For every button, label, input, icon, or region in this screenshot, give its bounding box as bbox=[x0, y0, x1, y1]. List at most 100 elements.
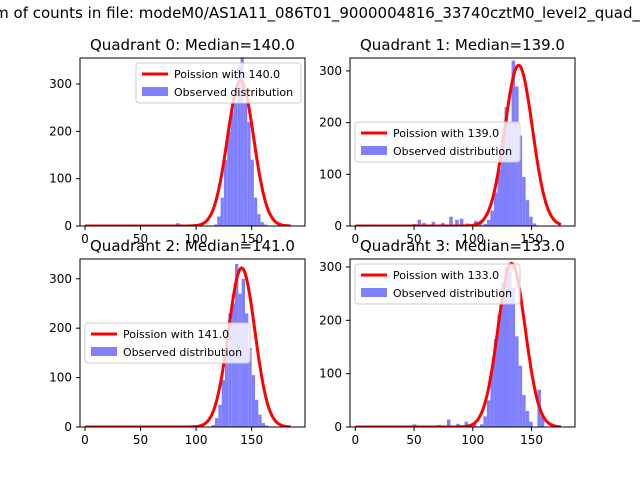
histogram-bar bbox=[522, 395, 526, 427]
legend-label-observed: Observed distribution bbox=[174, 86, 293, 99]
histogram-bar bbox=[431, 221, 436, 226]
histogram-bar bbox=[525, 411, 530, 427]
y-tick-label: 100 bbox=[49, 371, 72, 385]
histogram-bar bbox=[497, 169, 501, 226]
histogram-bar bbox=[265, 425, 269, 427]
histogram-bar bbox=[449, 216, 453, 226]
subplot-title: Quadrant 2: Median=141.0 bbox=[90, 237, 295, 255]
axes-frame bbox=[349, 57, 576, 227]
histogram-bar bbox=[215, 418, 219, 427]
subplot-title: Quadrant 0: Median=140.0 bbox=[90, 36, 295, 54]
subplot-title: Quadrant 3: Median=133.0 bbox=[360, 237, 565, 255]
histogram-bar bbox=[486, 400, 491, 427]
legend: Poission with 133.0 Observed distribution bbox=[354, 263, 521, 305]
legend-label-poisson: Poission with 141.0 bbox=[123, 328, 229, 341]
histogram-bar bbox=[479, 424, 484, 427]
histogram-bar bbox=[211, 425, 215, 427]
y-tick-label: 100 bbox=[319, 367, 342, 381]
histogram-bar bbox=[459, 218, 464, 226]
x-tick-label: 50 bbox=[406, 232, 421, 246]
x-tick-label: 150 bbox=[520, 232, 543, 246]
histogram-bar bbox=[522, 176, 526, 226]
histogram-bar bbox=[525, 200, 530, 226]
y-tick-label: 300 bbox=[319, 64, 342, 78]
histogram-bar bbox=[218, 404, 222, 427]
legend-label-observed: Observed distribution bbox=[393, 145, 512, 158]
histogram-bar bbox=[221, 380, 225, 427]
y-tick-label: 0 bbox=[64, 219, 72, 233]
legend-patch-swatch bbox=[361, 146, 387, 155]
histogram-bar bbox=[486, 219, 491, 226]
y-tick-label: 200 bbox=[319, 313, 342, 327]
x-tick-label: 50 bbox=[406, 433, 421, 447]
legend-label-poisson: Poission with 139.0 bbox=[393, 127, 499, 140]
subplot-quadrant-0: Quadrant 0: Median=140.0 0 50 100 150 0 100 200… bbox=[49, 36, 306, 246]
legend-patch-swatch bbox=[91, 347, 117, 356]
histogram-bar bbox=[490, 368, 494, 427]
x-tick-label: 100 bbox=[185, 232, 208, 246]
histogram-bar bbox=[255, 399, 259, 427]
histogram-bar bbox=[518, 135, 523, 226]
histogram-bar bbox=[233, 102, 238, 226]
histogram-bar bbox=[483, 223, 487, 226]
legend-patch-swatch bbox=[142, 87, 168, 96]
histogram-bar bbox=[490, 210, 494, 226]
y-tick-label: 300 bbox=[319, 260, 342, 274]
legend-box bbox=[354, 263, 521, 305]
histogram-bar bbox=[529, 216, 533, 226]
histogram-bar bbox=[227, 131, 231, 226]
histogram-bar bbox=[455, 219, 459, 226]
axes-frame bbox=[79, 258, 306, 428]
histogram-bar bbox=[257, 214, 261, 226]
x-tick-label: 100 bbox=[461, 433, 484, 447]
x-tick-label: 50 bbox=[133, 232, 148, 246]
legend-label-poisson: Poission with 140.0 bbox=[174, 68, 280, 81]
histogram-bar bbox=[261, 423, 265, 427]
poisson-curve bbox=[84, 266, 291, 427]
histogram-bar bbox=[258, 414, 262, 427]
axes-frame bbox=[79, 57, 306, 227]
legend: Poission with 140.0 Observed distribution bbox=[135, 62, 302, 104]
histogram-bar bbox=[228, 313, 232, 427]
legend-box bbox=[84, 322, 251, 364]
x-tick-label: 0 bbox=[351, 232, 359, 246]
histogram-bar bbox=[422, 222, 426, 226]
histogram-bar bbox=[504, 107, 509, 226]
histogram-bar bbox=[223, 159, 228, 226]
histogram-bar bbox=[245, 313, 249, 427]
histogram-bar bbox=[511, 288, 516, 427]
x-tick-label: 0 bbox=[351, 433, 359, 447]
legend-patch-swatch bbox=[361, 288, 387, 297]
histogram-bar bbox=[243, 102, 248, 226]
histogram-bar bbox=[464, 421, 469, 427]
histogram-bar bbox=[213, 224, 218, 226]
histogram-bar bbox=[446, 419, 451, 427]
y-tick-label: 200 bbox=[319, 116, 342, 130]
x-tick-label: 0 bbox=[81, 232, 89, 246]
x-tick-label: 150 bbox=[240, 433, 263, 447]
histogram-bar bbox=[250, 159, 254, 226]
legend-box bbox=[354, 121, 521, 163]
x-tick-label: 150 bbox=[520, 433, 543, 447]
histogram-bar bbox=[237, 65, 241, 226]
histogram-bar bbox=[231, 303, 235, 427]
histogram-bar bbox=[260, 222, 264, 226]
y-tick-label: 200 bbox=[49, 124, 72, 138]
histogram-bar bbox=[508, 272, 512, 427]
y-tick-label: 100 bbox=[319, 167, 342, 181]
legend-label-observed: Observed distribution bbox=[123, 346, 242, 359]
x-tick-label: 50 bbox=[133, 433, 148, 447]
histogram-bar bbox=[493, 192, 498, 226]
subplot-title: Quadrant 1: Median=139.0 bbox=[360, 36, 565, 54]
histogram-bar bbox=[417, 219, 422, 226]
histogram-bar bbox=[540, 416, 545, 427]
histogram-bar bbox=[263, 224, 268, 226]
subplots: Quadrant 0: Median=140.0 0 50 100 150 0 100 200… bbox=[49, 36, 576, 447]
axes-frame bbox=[349, 258, 576, 428]
x-tick-label: 150 bbox=[240, 232, 263, 246]
x-tick-label: 100 bbox=[185, 433, 208, 447]
x-tick-label: 0 bbox=[81, 433, 89, 447]
histogram-bar bbox=[504, 267, 509, 427]
histogram-bar bbox=[225, 345, 229, 427]
